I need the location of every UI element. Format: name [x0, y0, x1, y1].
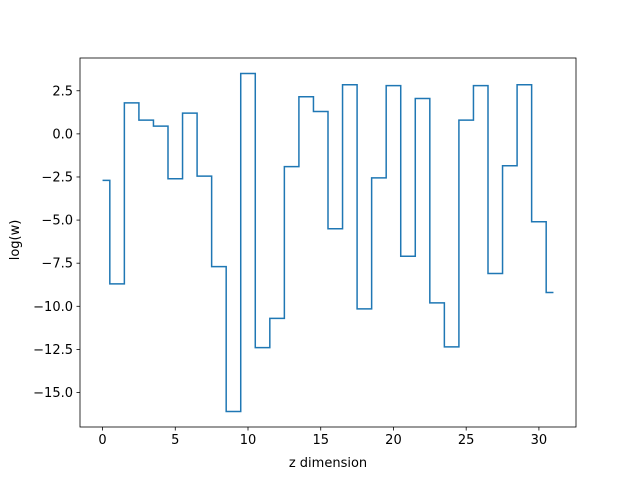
x-tick-label: 5 — [171, 433, 179, 448]
y-tick-label: −7.5 — [41, 257, 73, 272]
y-tick-label: −10.0 — [33, 300, 73, 315]
plot-area — [79, 57, 577, 428]
y-tick-label: 0.0 — [52, 127, 73, 142]
x-axis-label: z dimension — [289, 456, 367, 471]
y-axis-ticks: 2.5 0.0 −2.5 −5.0 −7.5 −10.0 −12.5 −15.0 — [33, 84, 80, 401]
x-tick-label: 30 — [531, 433, 548, 448]
series-0-step-line — [102, 72, 554, 413]
y-tick-label: −15.0 — [33, 386, 73, 401]
y-tick-label: −2.5 — [41, 170, 73, 185]
x-tick-label: 25 — [458, 433, 475, 448]
x-axis-ticks: 0 5 10 15 20 25 30 — [98, 427, 547, 448]
axes-frame — [79, 57, 577, 428]
x-tick-label: 10 — [240, 433, 257, 448]
x-tick-label: 20 — [385, 433, 402, 448]
y-tick-label: −12.5 — [33, 343, 73, 358]
y-axis-label: log(w) — [8, 220, 23, 261]
x-tick-label: 15 — [312, 433, 329, 448]
y-tick-label: −5.0 — [41, 214, 73, 229]
y-tick-label: 2.5 — [52, 84, 73, 99]
x-tick-label: 0 — [98, 433, 106, 448]
